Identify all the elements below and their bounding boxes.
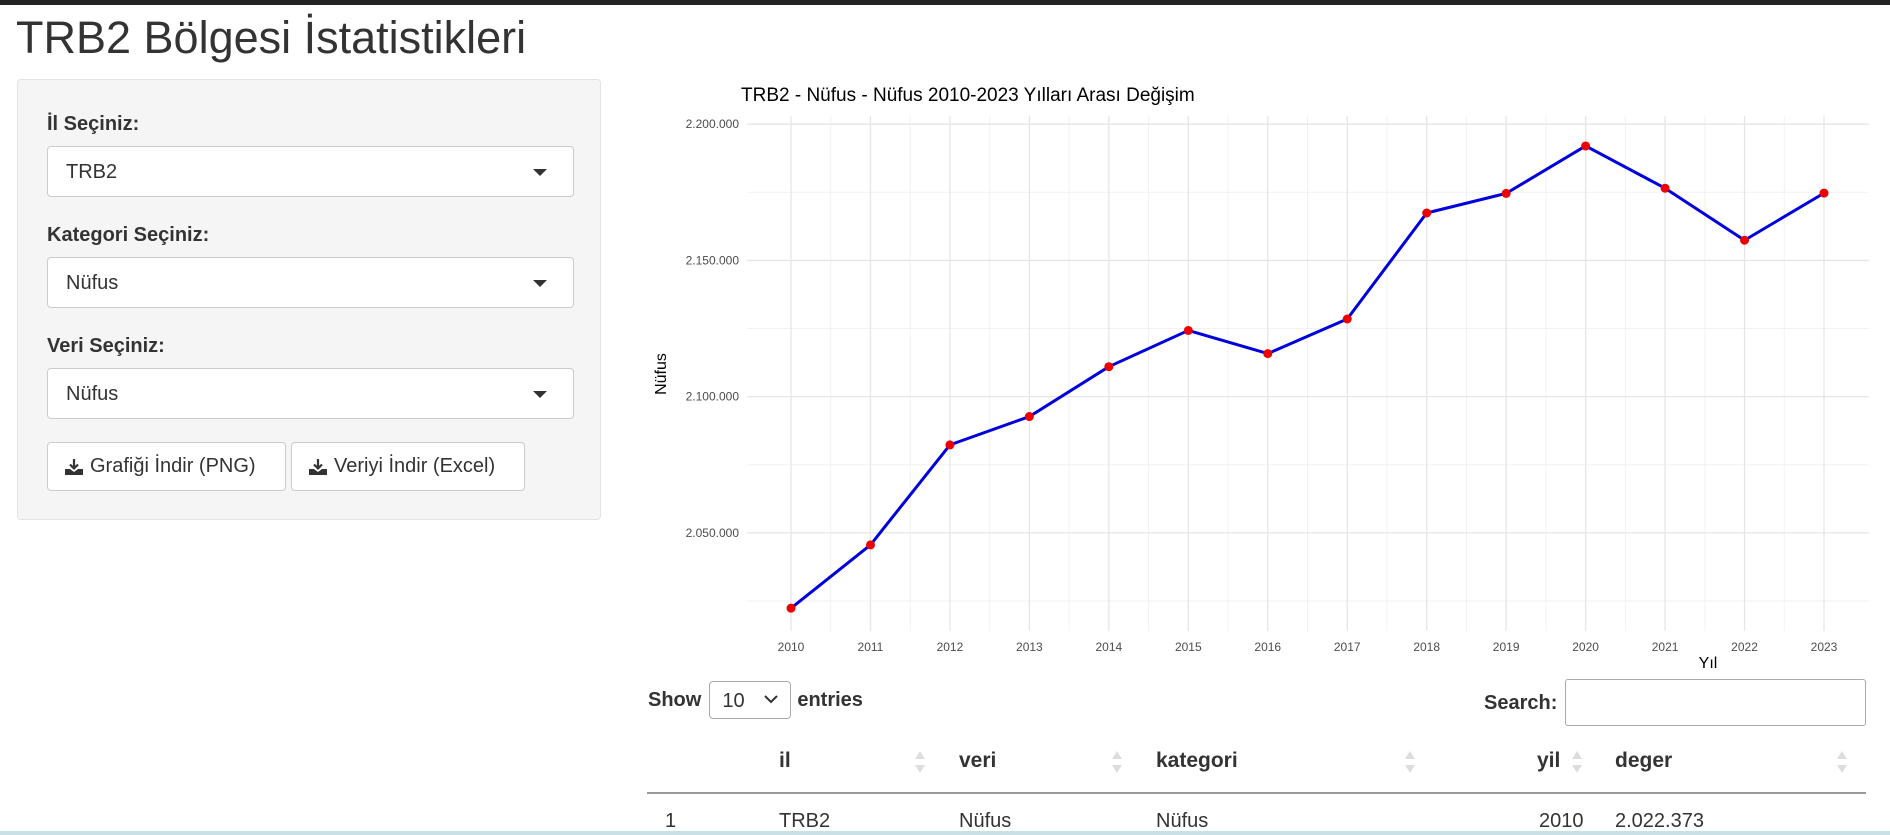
- line-chart: TRB2 - Nüfus - Nüfus 2010-2023 Yılları A…: [648, 78, 1890, 678]
- column-header-kategori[interactable]: kategori: [1156, 749, 1238, 772]
- veri-select-value: Nüfus: [66, 383, 119, 405]
- column-header-yil[interactable]: yil: [1537, 749, 1561, 772]
- data-point: [1819, 188, 1829, 198]
- data-point: [945, 440, 955, 450]
- data-point: [1740, 235, 1750, 245]
- series-line: [790, 144, 1825, 610]
- il-select-value: TRB2: [66, 161, 118, 183]
- chart-y-axis-title: Nüfus: [653, 353, 670, 395]
- column-header-deger[interactable]: deger: [1615, 749, 1673, 772]
- bottom-edge: [0, 831, 1890, 835]
- table-cell-yil: 2010: [1539, 810, 1584, 832]
- data-point: [1501, 188, 1511, 198]
- x-tick-label: 2019: [1493, 640, 1520, 654]
- entries-label: entries: [797, 688, 863, 711]
- x-tick-label: 2013: [1016, 640, 1043, 654]
- table-cell-index: 1: [665, 810, 677, 832]
- y-tick-label: 2.050.000: [686, 526, 740, 540]
- x-tick-label: 2020: [1572, 640, 1599, 654]
- page-length-value: 10: [722, 690, 745, 712]
- il-select[interactable]: TRB2: [47, 146, 574, 197]
- caret-down-icon: [533, 280, 547, 287]
- data-point: [1104, 362, 1114, 372]
- x-tick-label: 2015: [1175, 640, 1202, 654]
- kategori-select-value: Nüfus: [66, 272, 119, 294]
- kategori-select-label: Kategori Seçiniz:: [47, 224, 210, 246]
- sort-icon[interactable]: [1570, 749, 1584, 775]
- table-cell-kategori: Nüfus: [1156, 810, 1209, 832]
- search-input[interactable]: [1565, 679, 1866, 726]
- data-point: [786, 603, 796, 613]
- search-label: Search:: [1484, 692, 1558, 714]
- sort-icon[interactable]: [1110, 749, 1124, 775]
- table-cell-veri: Nüfus: [959, 810, 1012, 832]
- chevron-down-icon: [764, 695, 779, 704]
- data-point: [1263, 349, 1273, 359]
- data-point: [1581, 141, 1591, 151]
- download-png-label: Grafiği İndir (PNG): [90, 455, 256, 477]
- download-icon: [65, 458, 83, 475]
- x-tick-label: 2014: [1095, 640, 1122, 654]
- data-point: [1660, 183, 1670, 193]
- x-tick-label: 2022: [1731, 640, 1758, 654]
- x-tick-label: 2018: [1413, 640, 1440, 654]
- table-cell-il: TRB2: [779, 810, 831, 832]
- entries-length-control: Show 10 entries: [648, 681, 863, 719]
- page-title: TRB2 Bölgesi İstatistikleri: [16, 12, 527, 63]
- data-point: [1183, 325, 1193, 335]
- caret-down-icon: [533, 391, 547, 398]
- x-tick-label: 2023: [1811, 640, 1838, 654]
- x-tick-label: 2010: [778, 640, 805, 654]
- sort-icon[interactable]: [1835, 749, 1849, 775]
- line-chart-svg: TRB2 - Nüfus - Nüfus 2010-2023 Yılları A…: [653, 85, 1869, 672]
- chart-x-axis-title: Yıl: [1699, 655, 1718, 672]
- column-header-il[interactable]: il: [779, 749, 791, 772]
- x-tick-label: 2017: [1334, 640, 1361, 654]
- data-point: [1422, 208, 1432, 218]
- table-header-divider: [647, 792, 1866, 794]
- y-tick-label: 2.100.000: [686, 390, 740, 404]
- x-tick-label: 2021: [1652, 640, 1679, 654]
- table-cell-deger: 2.022.373: [1615, 810, 1704, 832]
- download-excel-label: Veriyi İndir (Excel): [334, 455, 496, 477]
- top-bar: [0, 0, 1890, 5]
- download-png-button[interactable]: Grafiği İndir (PNG): [47, 442, 286, 491]
- sort-icon[interactable]: [1403, 749, 1417, 775]
- show-label: Show: [648, 688, 702, 711]
- x-tick-label: 2012: [937, 640, 964, 654]
- download-icon: [309, 458, 327, 475]
- kategori-select[interactable]: Nüfus: [47, 257, 574, 308]
- sort-icon[interactable]: [913, 749, 927, 775]
- sidebar-panel: İl Seçiniz: TRB2 Kategori Seçiniz: Nüfus…: [17, 79, 601, 520]
- veri-select-label: Veri Seçiniz:: [47, 335, 165, 357]
- il-select-label: İl Seçiniz:: [47, 113, 140, 135]
- x-tick-label: 2016: [1254, 640, 1281, 654]
- data-point: [865, 540, 875, 550]
- chart-title: TRB2 - Nüfus - Nüfus 2010-2023 Yılları A…: [741, 85, 1195, 106]
- y-tick-label: 2.150.000: [686, 253, 740, 267]
- download-excel-button[interactable]: Veriyi İndir (Excel): [291, 442, 525, 491]
- data-point: [1024, 412, 1034, 422]
- page-length-select[interactable]: 10: [709, 681, 792, 719]
- caret-down-icon: [533, 169, 547, 176]
- y-tick-label: 2.200.000: [686, 117, 740, 131]
- column-header-veri[interactable]: veri: [959, 749, 997, 772]
- x-tick-label: 2011: [858, 640, 884, 654]
- data-point: [1342, 314, 1352, 324]
- veri-select[interactable]: Nüfus: [47, 368, 574, 419]
